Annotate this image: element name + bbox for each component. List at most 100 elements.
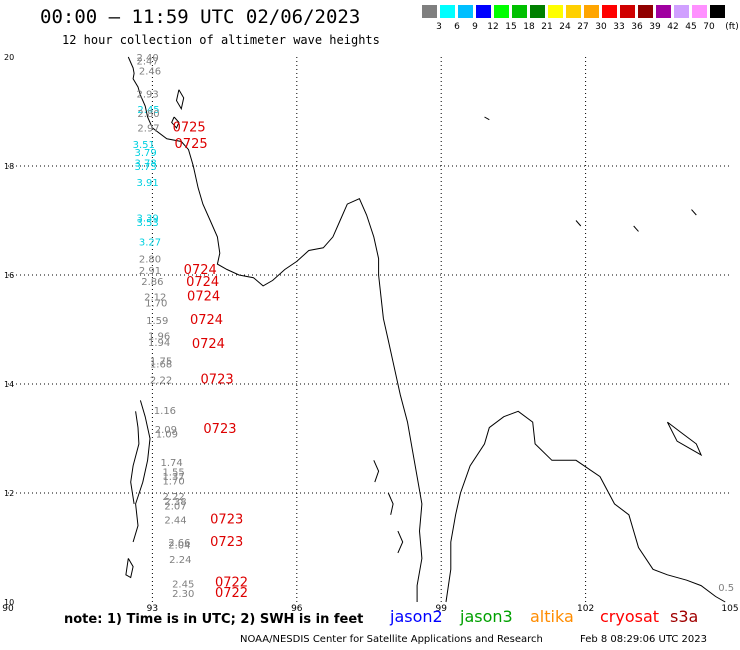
scale-swatch <box>674 5 690 18</box>
scale-swatch <box>476 5 492 18</box>
wave-height-value: 2.22 <box>150 375 172 386</box>
latitude-label: 20 <box>4 53 14 62</box>
scale-label: 33 <box>613 22 625 32</box>
scale-swatch <box>692 5 708 18</box>
wave-height-value: 1.75 <box>150 356 172 367</box>
pass-time-label: 0722 <box>215 586 248 601</box>
scale-label: 18 <box>523 22 535 32</box>
scale-label: 9 <box>472 22 478 32</box>
mission-name: jason2 <box>390 607 443 626</box>
wave-height-value: 3.53 <box>136 218 158 229</box>
scale-swatch <box>494 5 510 18</box>
pass-time-label: 0723 <box>203 422 236 437</box>
wave-height-value: 2.45 <box>172 579 194 590</box>
wave-height-value: 3.73 <box>135 162 157 173</box>
wave-height-value: 3.51 <box>133 140 155 151</box>
pass-time-label: 0723 <box>210 513 243 528</box>
scale-swatch <box>422 5 438 18</box>
wave-height-value: 2.40 <box>136 53 158 64</box>
wave-height-value: 1.09 <box>156 429 178 440</box>
coastline-segment <box>130 411 140 504</box>
scale-label: 3 <box>436 22 442 32</box>
wave-height-value: 3.39 <box>136 214 158 225</box>
wave-height-value: 1.74 <box>161 458 183 469</box>
scale-swatch <box>584 5 600 18</box>
wave-height-value: 1.70 <box>162 476 184 487</box>
wave-height-value: 3.91 <box>136 178 158 189</box>
wave-height-value: 1.70 <box>145 299 167 310</box>
pass-time-label: 0724 <box>192 337 225 352</box>
scale-swatch <box>602 5 618 18</box>
wave-height-value: 2.80 <box>139 254 161 265</box>
scale-label: 6 <box>454 22 460 32</box>
pass-time-label: 0723 <box>201 372 234 387</box>
scale-swatch <box>530 5 546 18</box>
scale-swatch <box>710 5 726 18</box>
scale-label: 15 <box>505 22 517 32</box>
coastline-segment <box>575 220 582 227</box>
wave-height-value: 0.5 <box>718 583 734 594</box>
scale-swatch <box>548 5 564 18</box>
wave-height-value: 1.94 <box>148 338 170 349</box>
coastline-segment <box>387 492 394 515</box>
coastline-segment <box>171 116 180 129</box>
wave-height-value: 2.12 <box>144 293 166 304</box>
credit-text: NOAA/NESDIS Center for Satellite Applica… <box>240 634 543 645</box>
longitude-label: 105 <box>721 604 738 614</box>
axis-labels: 90 93 96 99 102 105 20 18 16 14 12 10 <box>2 53 738 614</box>
wave-height-value: 1.68 <box>150 360 172 371</box>
wave-height-value: 1.16 <box>154 406 176 417</box>
longitude-label: 102 <box>577 604 594 614</box>
mission-name: s3a <box>670 607 699 626</box>
pass-time-label: 0724 <box>186 275 219 290</box>
scale-label: 21 <box>541 22 553 32</box>
footer-note: note: 1) Time is in UTC; 2) SWH is in fe… <box>64 612 364 627</box>
wave-height-value: 2.97 <box>137 124 159 135</box>
latitude-label: 14 <box>4 380 14 389</box>
pass-time-label: 0725 <box>173 121 206 136</box>
mission-name: cryosat <box>600 607 660 626</box>
wave-height-value: 3.78 <box>135 159 157 170</box>
map-title: 00:00 – 11:59 UTC 02/06/2023 <box>40 6 361 28</box>
coastline <box>125 56 726 603</box>
wave-height-value: 2.45 <box>137 105 159 116</box>
pass-time-label: 0723 <box>210 535 243 550</box>
scale-label: 12 <box>487 22 499 32</box>
scale-label: 42 <box>667 22 679 32</box>
scale-swatch <box>566 5 582 18</box>
generation-timestamp: Feb 8 08:29:06 UTC 2023 <box>580 634 707 645</box>
wave-height-value: 2.04 <box>168 541 190 552</box>
map-frame <box>7 56 731 603</box>
pass-time-label: 0724 <box>184 263 217 278</box>
scale-swatch <box>638 5 654 18</box>
pass-time-label: 0722 <box>215 576 248 591</box>
scale-label: 27 <box>577 22 589 32</box>
wave-height-value: 2.09 <box>155 425 177 436</box>
latitude-label: 18 <box>4 162 14 171</box>
wave-height-value: 3.27 <box>139 238 161 249</box>
coastline-segment <box>175 89 185 111</box>
coastline-segment <box>127 56 423 602</box>
wave-height-value: 2.66 <box>168 538 190 549</box>
wave-height-value: 2.47 <box>136 57 158 68</box>
longitude-label: 90 <box>2 604 14 614</box>
longitude-label: 93 <box>147 604 158 614</box>
coastline-segment <box>125 558 134 579</box>
scale-swatch <box>656 5 672 18</box>
graticule <box>7 56 731 603</box>
wave-height-observations: 2.402.472.462.932.452.802.973.513.793.78… <box>133 53 734 600</box>
wave-height-value: 2.30 <box>172 589 194 600</box>
coastline-segment <box>397 530 404 554</box>
scale-label: 39 <box>649 22 661 32</box>
wave-height-value: 2.80 <box>137 109 159 120</box>
pass-time-label: 0724 <box>190 313 223 328</box>
scale-unit: (ft) <box>725 22 739 32</box>
coastline-segment <box>633 225 639 232</box>
longitude-label: 96 <box>291 604 303 614</box>
scale-label: 36 <box>631 22 643 32</box>
wave-height-value: 2.93 <box>136 89 158 100</box>
map-subtitle: 12 hour collection of altimeter wave hei… <box>62 33 380 47</box>
scale-label: 70 <box>703 22 715 32</box>
scale-swatch <box>512 5 528 18</box>
